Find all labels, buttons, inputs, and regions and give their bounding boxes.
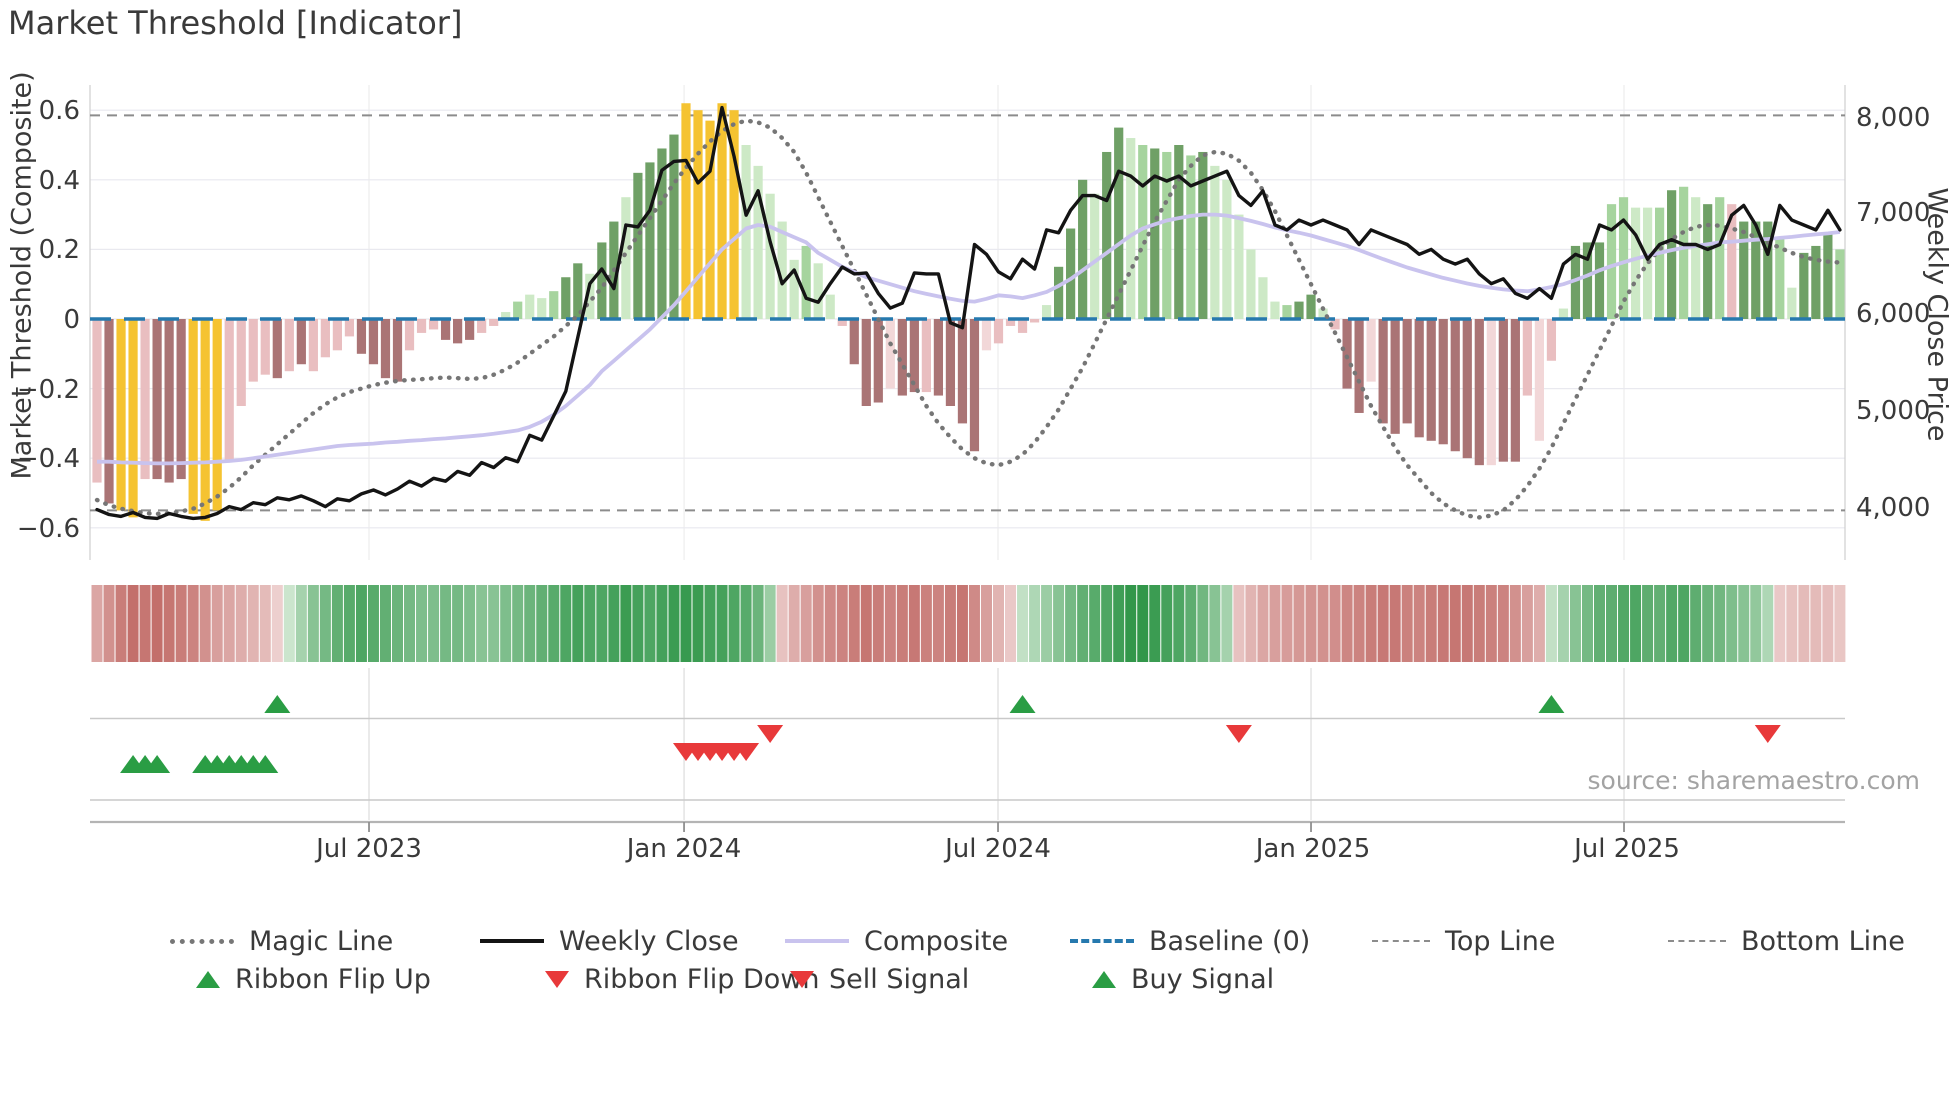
right-tick-8000: 8,000 <box>1856 103 1931 133</box>
legend-label: Ribbon Flip Down <box>584 963 820 995</box>
left-tick-0.2: 0.2 <box>38 235 80 265</box>
baseline-swatch-icon <box>1070 939 1134 943</box>
x-tick-jul-2024: Jul 2024 <box>945 834 1051 864</box>
right-tick-4000: 4,000 <box>1856 493 1931 523</box>
x-tick-jan-2025: Jan 2025 <box>1255 834 1371 864</box>
legend-ribbon-flip-up: Ribbon Flip Up <box>196 963 431 995</box>
weekly-close-swatch-icon <box>480 939 544 943</box>
sell-triangle-icon <box>790 970 814 988</box>
chart-title: Market Threshold [Indicator] <box>8 4 463 42</box>
left-tick-0: 0 <box>63 305 80 335</box>
left-tick-0.4: 0.4 <box>38 166 80 196</box>
right-tick-6000: 6,000 <box>1856 299 1931 329</box>
x-tick-jul-2023: Jul 2023 <box>316 834 422 864</box>
x-tick-jul-2025: Jul 2025 <box>1574 834 1680 864</box>
legend-baseline: Baseline (0) <box>1070 925 1310 957</box>
legend-label: Weekly Close <box>559 925 739 957</box>
legend-sell-signal: Sell Signal <box>790 963 969 995</box>
legend-ribbon-flip-down: Ribbon Flip Down <box>545 963 820 995</box>
legend-composite: Composite <box>785 925 1008 957</box>
x-tick-jan-2024: Jan 2024 <box>626 834 742 864</box>
legend-magic-line: Magic Line <box>170 925 393 957</box>
left-tick--0.4: −0.4 <box>16 444 80 474</box>
legend-bottom-line: Bottom Line <box>1668 925 1905 957</box>
legend-label: Buy Signal <box>1131 963 1275 995</box>
legend-label: Baseline (0) <box>1149 925 1311 957</box>
magic-line-swatch-icon <box>170 938 234 944</box>
legend-weekly-close: Weekly Close <box>480 925 739 957</box>
legend-label: Sell Signal <box>829 963 970 995</box>
legend-label: Magic Line <box>249 925 394 957</box>
left-tick--0.6: −0.6 <box>16 514 80 544</box>
legend-label: Bottom Line <box>1741 925 1905 957</box>
legend-top-line: Top Line <box>1372 925 1555 957</box>
buy-triangle-icon <box>1092 970 1116 988</box>
legend-label: Ribbon Flip Up <box>235 963 431 995</box>
source-credit: source: sharemaestro.com <box>1587 766 1921 795</box>
left-tick-0.6: 0.6 <box>38 96 80 126</box>
composite-swatch-icon <box>785 939 849 943</box>
flip-up-triangle-icon <box>196 970 220 988</box>
flip-down-triangle-icon <box>545 970 569 988</box>
top-line-swatch-icon <box>1372 940 1430 942</box>
left-axis-label: Market Threshold (Composite) <box>6 71 38 480</box>
right-axis-label: Weekly Close Price <box>1921 187 1953 442</box>
left-tick--0.2: −0.2 <box>16 375 80 405</box>
legend-buy-signal: Buy Signal <box>1092 963 1274 995</box>
legend-label: Composite <box>864 925 1009 957</box>
bottom-line-swatch-icon <box>1668 940 1726 942</box>
right-tick-5000: 5,000 <box>1856 396 1931 426</box>
legend-label: Top Line <box>1445 925 1556 957</box>
right-tick-7000: 7,000 <box>1856 198 1931 228</box>
